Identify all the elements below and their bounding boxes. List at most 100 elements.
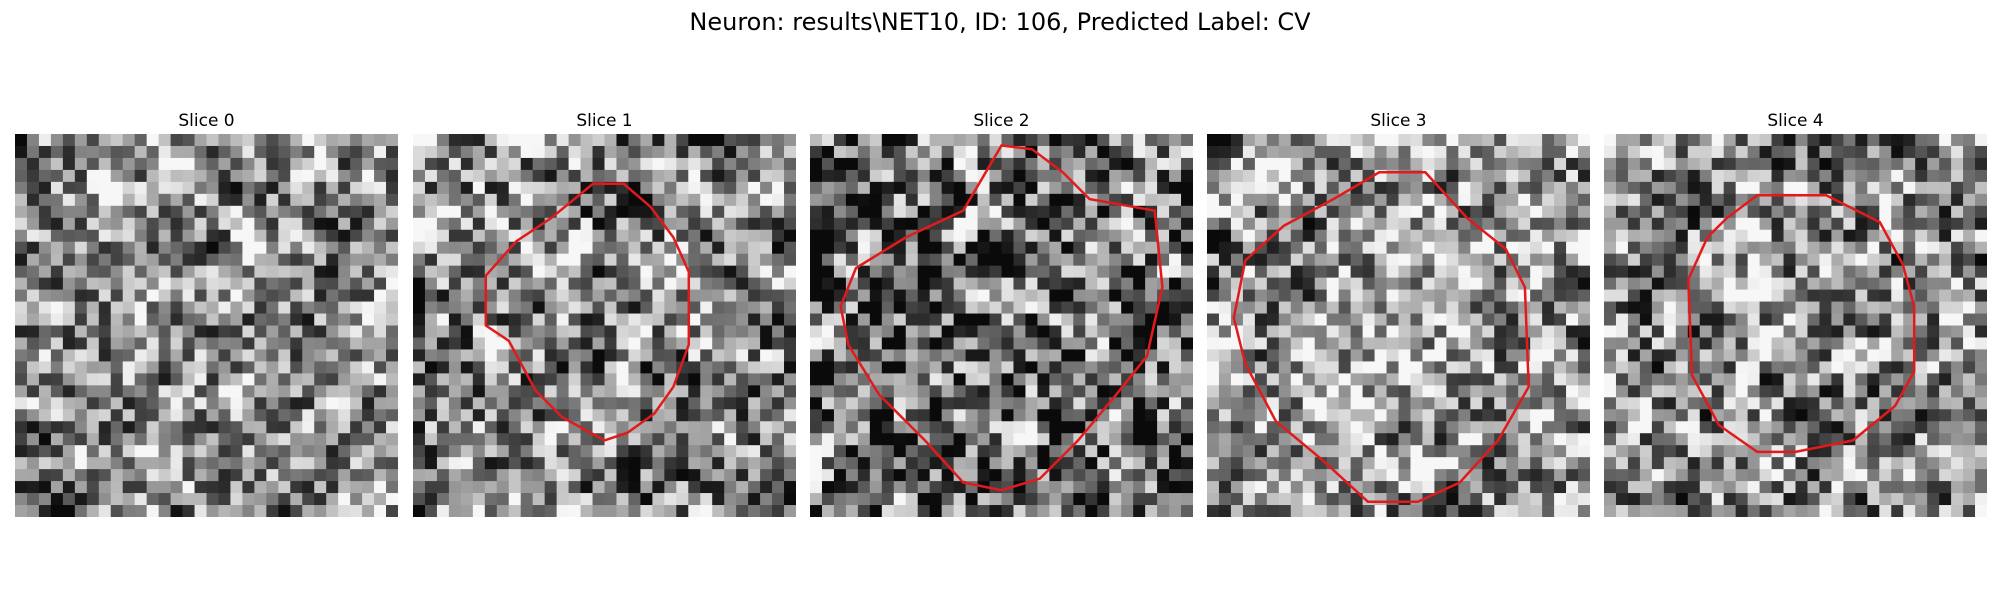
pixel	[1326, 301, 1340, 315]
figure-title: Neuron: results\NET10, ID: 106, Predicte…	[689, 8, 1311, 36]
pixel	[736, 265, 749, 279]
pixel	[230, 361, 244, 374]
pixel	[568, 217, 582, 231]
pixel	[338, 385, 351, 398]
pixel	[556, 265, 570, 279]
pixel	[1061, 361, 1074, 374]
pixel	[1290, 373, 1304, 386]
pixel	[941, 481, 955, 494]
pixel	[170, 385, 184, 398]
pixel	[1819, 445, 1833, 458]
pixel	[386, 289, 398, 303]
pixel	[1446, 493, 1459, 506]
pixel	[1386, 421, 1400, 434]
pixel	[350, 457, 363, 470]
pixel	[1578, 181, 1590, 195]
pixel	[1879, 169, 1892, 183]
pixel	[302, 505, 315, 517]
pixel	[1891, 277, 1904, 291]
pixel	[845, 253, 859, 267]
pixel	[15, 373, 28, 386]
pixel	[110, 337, 124, 351]
pixel	[1723, 361, 1737, 374]
pixel	[158, 481, 172, 494]
pixel	[810, 265, 823, 279]
pixel	[254, 373, 267, 386]
pixel	[628, 361, 642, 374]
pixel	[1554, 349, 1567, 363]
pixel	[386, 349, 398, 363]
pixel	[748, 361, 761, 374]
pixel	[1049, 289, 1062, 303]
pixel	[122, 409, 136, 422]
pixel	[520, 313, 534, 327]
pixel	[1939, 169, 1952, 183]
pixel	[242, 409, 255, 422]
pixel	[1663, 337, 1677, 351]
pixel	[1230, 157, 1244, 171]
pixel	[1242, 433, 1256, 446]
pixel	[1615, 193, 1629, 207]
pixel	[1290, 253, 1304, 267]
pixel	[1254, 409, 1268, 422]
pixel	[86, 433, 100, 446]
pixel	[1326, 169, 1340, 183]
pixel	[1855, 337, 1868, 351]
pixel	[1470, 134, 1483, 147]
pixel	[496, 229, 510, 243]
pixel	[1831, 325, 1844, 339]
pixel	[881, 481, 895, 494]
pixel	[736, 277, 749, 291]
pixel	[338, 433, 351, 446]
pixel	[520, 145, 534, 159]
pixel	[724, 217, 737, 231]
pixel	[977, 265, 991, 279]
pixel	[700, 265, 713, 279]
pixel	[460, 265, 474, 279]
pixel	[1049, 397, 1062, 410]
pixel	[1627, 193, 1641, 207]
pixel	[1422, 205, 1436, 219]
pixel	[424, 241, 438, 255]
pixel	[484, 433, 498, 446]
pixel	[592, 325, 606, 339]
pixel	[1085, 385, 1098, 398]
pixel	[1374, 337, 1388, 351]
pixel	[905, 457, 919, 470]
pixel	[1410, 241, 1424, 255]
pixel	[1001, 457, 1015, 470]
pixel	[628, 157, 642, 171]
pixel	[652, 421, 665, 434]
pixel	[1458, 193, 1471, 207]
pixel	[1157, 445, 1170, 458]
pixel	[508, 181, 522, 195]
pixel	[146, 241, 160, 255]
pixel	[700, 301, 713, 315]
pixel	[302, 301, 315, 315]
pixel	[953, 505, 967, 517]
pixel	[206, 313, 220, 327]
pixel	[74, 373, 88, 386]
pixel	[917, 421, 931, 434]
pixel	[1410, 337, 1424, 351]
pixel	[941, 313, 955, 327]
pixel	[1434, 205, 1447, 219]
pixel	[1266, 277, 1280, 291]
pixel	[158, 205, 172, 219]
pixel	[772, 385, 785, 398]
pixel	[845, 157, 859, 171]
pixel	[182, 445, 196, 458]
pixel	[508, 193, 522, 207]
pixel	[592, 169, 606, 183]
pixel	[1687, 289, 1701, 303]
pixel	[362, 409, 375, 422]
pixel	[1207, 169, 1220, 183]
pixel	[1675, 181, 1689, 195]
pixel	[1903, 193, 1916, 207]
pixel	[1807, 373, 1821, 386]
pixel	[508, 469, 522, 482]
pixel	[821, 481, 835, 494]
pixel	[436, 349, 450, 363]
pixel	[374, 181, 387, 195]
pixel	[1891, 145, 1904, 159]
